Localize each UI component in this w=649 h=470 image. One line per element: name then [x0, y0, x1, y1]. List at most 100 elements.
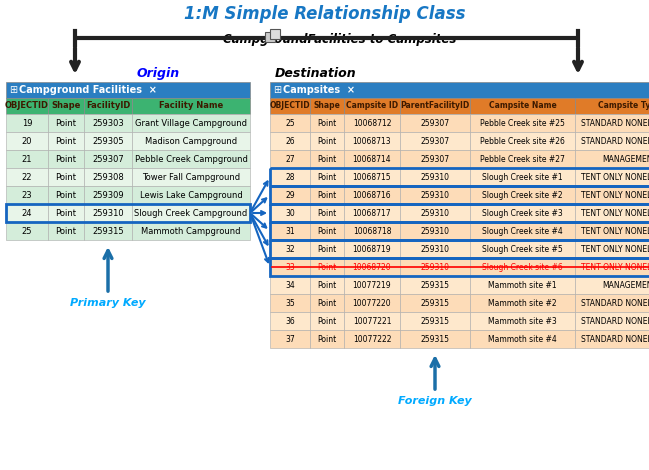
- Bar: [310, 222, 344, 240]
- Text: 10077221: 10077221: [353, 316, 391, 326]
- Text: Mammoth site #2: Mammoth site #2: [488, 298, 557, 307]
- Bar: [400, 312, 470, 330]
- Text: 30: 30: [285, 209, 295, 218]
- Text: 10077220: 10077220: [352, 298, 391, 307]
- Text: 33: 33: [285, 263, 295, 272]
- Text: Pebble Creek site #26: Pebble Creek site #26: [480, 136, 565, 146]
- Bar: [84, 186, 132, 204]
- Text: Point: Point: [317, 136, 337, 146]
- Text: 29: 29: [285, 190, 295, 199]
- Bar: [470, 150, 575, 168]
- Bar: [575, 98, 649, 114]
- Bar: [270, 312, 310, 330]
- Bar: [470, 168, 575, 186]
- Bar: [575, 276, 649, 294]
- Text: ⊞: ⊞: [9, 85, 17, 95]
- Bar: [132, 168, 250, 186]
- Bar: [344, 186, 400, 204]
- Bar: [575, 294, 649, 312]
- Bar: [470, 258, 575, 276]
- Bar: [265, 32, 275, 42]
- Bar: [132, 150, 250, 168]
- Text: Pebble Creek site #27: Pebble Creek site #27: [480, 155, 565, 164]
- Text: TENT ONLY NONELECTRIC: TENT ONLY NONELECTRIC: [581, 172, 649, 181]
- Text: 10068718: 10068718: [353, 227, 391, 235]
- Bar: [470, 222, 575, 240]
- Bar: [270, 330, 310, 348]
- Bar: [400, 330, 470, 348]
- Text: TENT ONLY NONELECTRIC: TENT ONLY NONELECTRIC: [581, 263, 649, 272]
- Bar: [470, 294, 575, 312]
- Text: 259310: 259310: [421, 244, 450, 253]
- Bar: [310, 330, 344, 348]
- Bar: [6, 98, 48, 114]
- Text: Facility Name: Facility Name: [159, 102, 223, 110]
- Text: Shape: Shape: [51, 102, 80, 110]
- Bar: [48, 114, 84, 132]
- Text: Point: Point: [317, 298, 337, 307]
- Text: Mammoth site #4: Mammoth site #4: [488, 335, 557, 344]
- Bar: [344, 204, 400, 222]
- Text: Primary Key: Primary Key: [70, 298, 146, 308]
- Text: Tower Fall Campground: Tower Fall Campground: [142, 172, 240, 181]
- Bar: [270, 222, 649, 240]
- Bar: [344, 240, 400, 258]
- Text: Point: Point: [317, 209, 337, 218]
- Bar: [400, 294, 470, 312]
- Text: 25: 25: [285, 118, 295, 127]
- Text: Point: Point: [317, 281, 337, 290]
- Bar: [310, 240, 344, 258]
- Bar: [400, 258, 470, 276]
- Text: 10068713: 10068713: [352, 136, 391, 146]
- Text: 20: 20: [22, 136, 32, 146]
- Bar: [6, 82, 250, 98]
- Text: 10068715: 10068715: [352, 172, 391, 181]
- Bar: [470, 186, 575, 204]
- Bar: [575, 168, 649, 186]
- Bar: [470, 312, 575, 330]
- Bar: [6, 204, 250, 222]
- Text: Foreign Key: Foreign Key: [398, 396, 472, 406]
- Text: 259315: 259315: [92, 227, 124, 235]
- Bar: [270, 168, 310, 186]
- Text: STANDARD NONELECTRIC: STANDARD NONELECTRIC: [581, 335, 649, 344]
- Bar: [310, 276, 344, 294]
- Text: 34: 34: [285, 281, 295, 290]
- Text: Point: Point: [56, 136, 77, 146]
- Bar: [48, 222, 84, 240]
- Text: Mammoth site #1: Mammoth site #1: [488, 281, 557, 290]
- Text: Mammoth site #3: Mammoth site #3: [488, 316, 557, 326]
- Text: STANDARD NONELECTRIC: STANDARD NONELECTRIC: [581, 118, 649, 127]
- Text: 259315: 259315: [421, 335, 450, 344]
- Text: Point: Point: [317, 155, 337, 164]
- Bar: [310, 168, 344, 186]
- Text: 259310: 259310: [421, 172, 450, 181]
- Bar: [344, 312, 400, 330]
- Bar: [270, 150, 310, 168]
- Text: Point: Point: [317, 335, 337, 344]
- Text: 259305: 259305: [92, 136, 124, 146]
- Bar: [84, 168, 132, 186]
- Text: 259310: 259310: [421, 209, 450, 218]
- Bar: [575, 312, 649, 330]
- Bar: [470, 240, 575, 258]
- Bar: [575, 114, 649, 132]
- Bar: [132, 132, 250, 150]
- Bar: [6, 222, 48, 240]
- Bar: [344, 168, 400, 186]
- Bar: [344, 114, 400, 132]
- Bar: [575, 330, 649, 348]
- Bar: [48, 98, 84, 114]
- Bar: [575, 132, 649, 150]
- Bar: [84, 132, 132, 150]
- Bar: [400, 240, 470, 258]
- Text: 259303: 259303: [92, 118, 124, 127]
- Bar: [48, 204, 84, 222]
- Text: 259309: 259309: [92, 190, 124, 199]
- Bar: [470, 276, 575, 294]
- Text: CampgroundFacilities to Campsites: CampgroundFacilities to Campsites: [223, 32, 456, 46]
- Text: Point: Point: [56, 118, 77, 127]
- Text: Point: Point: [56, 155, 77, 164]
- Text: MANAGEMENT: MANAGEMENT: [602, 281, 649, 290]
- Text: 37: 37: [285, 335, 295, 344]
